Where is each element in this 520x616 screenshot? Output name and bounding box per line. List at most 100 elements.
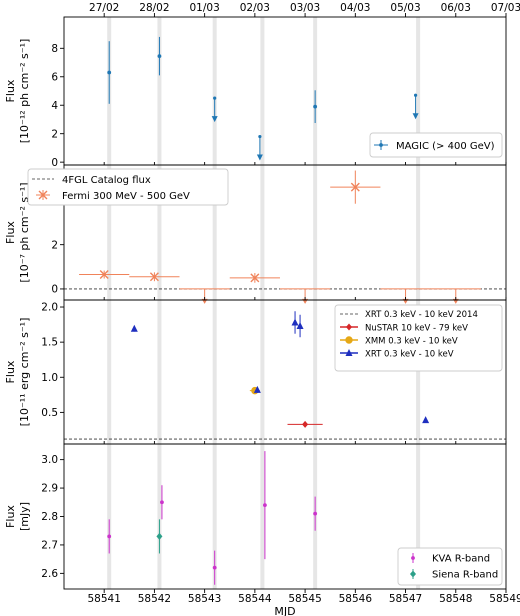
data-point-magic-0-0 xyxy=(107,70,112,75)
observation-band-2-0 xyxy=(107,300,112,444)
series-magic-0 xyxy=(107,36,419,161)
y-tick-label-fermi-1: 2 xyxy=(51,239,58,251)
data-point-magic-0-3-head xyxy=(256,154,263,161)
data-point-optical-0-4 xyxy=(313,511,318,516)
observation-band-3-3 xyxy=(260,444,265,589)
y-tick-label-optical-4: 3.0 xyxy=(41,454,58,466)
legend-label-optical-1: Siena R-band xyxy=(432,570,498,581)
data-point-magic-0-3-cap xyxy=(258,134,262,139)
data-point-optical-0-2 xyxy=(212,565,217,570)
y-tick-label-optical-0: 2.6 xyxy=(41,568,58,580)
y-tick-label-magic-2: 4 xyxy=(51,100,58,112)
top-tick-label-8: 07/03 xyxy=(491,2,520,14)
legend-symbol-xray-0 xyxy=(340,323,358,331)
legend-fermi xyxy=(27,168,229,206)
legend-label-xrt-2014: XRT 0.3 keV - 10 keV 2014 xyxy=(365,310,478,320)
y-tick-label-magic-0: 0 xyxy=(51,157,58,169)
legend-label-magic: MAGIC (> 400 GeV) xyxy=(396,141,495,152)
data-point-fermi-0-3 xyxy=(250,273,260,283)
observation-band-1-2 xyxy=(212,165,217,300)
data-point-fermi-0-5 xyxy=(350,182,360,192)
legend-symbol-magic-mark xyxy=(379,143,383,147)
top-tick-label-0: 27/02 xyxy=(89,2,119,14)
y-tick-label-xray-1: 1.0 xyxy=(41,372,58,384)
data-point-fermi-0-0 xyxy=(99,270,109,280)
observation-band-2-4 xyxy=(313,300,318,444)
data-point-magic-0-4 xyxy=(313,104,318,109)
observation-band-2-1 xyxy=(157,300,162,444)
y-tick-label-xray-3: 2.0 xyxy=(41,302,58,314)
observation-band-2-2 xyxy=(212,300,217,444)
top-tick-label-7: 06/03 xyxy=(441,2,471,14)
top-tick-label-2: 01/03 xyxy=(190,2,220,14)
observation-band-3-5 xyxy=(416,444,421,589)
series-xray-0 xyxy=(287,420,323,428)
legend-label-fermi: Fermi 300 MeV - 500 GeV xyxy=(62,191,190,202)
data-point-fermi-0-1 xyxy=(149,272,159,282)
legend-symbol-fermi xyxy=(36,190,50,200)
data-point-optical-0-0 xyxy=(107,534,112,539)
observation-band-2-5 xyxy=(416,300,421,444)
panel-xray: 0.5 1.0 1.5 2.0 Flux [10⁻¹¹ erg cm⁻² s⁻¹] xyxy=(4,299,507,445)
series-optical-1 xyxy=(156,519,163,554)
y-axis-label-xray-0: Flux xyxy=(4,360,17,383)
observation-band-0-2 xyxy=(212,17,217,165)
x-tick-label-2: 58543 xyxy=(188,593,221,605)
observation-band-3-1 xyxy=(157,444,162,589)
x-tick-label-5: 58546 xyxy=(339,593,373,605)
series-xray-2 xyxy=(130,311,430,424)
legend-symbol-xray-1 xyxy=(340,336,358,344)
legend-mark-xray-2 xyxy=(345,349,353,356)
y-tick-label-fermi-0: 0 xyxy=(51,284,58,296)
x-tick-label-6: 58547 xyxy=(389,593,422,605)
legend-symbol-fermi-mark xyxy=(38,190,48,200)
data-point-xray-2-1 xyxy=(253,385,261,393)
top-tick-label-1: 28/02 xyxy=(139,2,169,14)
observation-band-1-0 xyxy=(107,165,112,300)
x-tick-label-0: 58541 xyxy=(87,593,120,605)
observation-band-1-3 xyxy=(260,165,265,300)
y-axis-label-magic-0: Flux xyxy=(4,79,17,102)
observation-band-0-5 xyxy=(416,17,421,165)
y-tick-label-magic-3: 6 xyxy=(51,71,58,83)
top-tick-label-6: 05/03 xyxy=(390,2,420,14)
panel-magic: 0 2 4 6 8 Flux [10⁻¹² ph cm⁻² s⁻¹] xyxy=(4,16,507,169)
series-optical-0 xyxy=(107,451,318,585)
observation-band-0-1 xyxy=(157,17,162,165)
y-tick-label-optical-3: 2.9 xyxy=(41,483,58,495)
legend-symbol-optical-1-mark xyxy=(410,570,416,578)
legend-magic xyxy=(369,132,503,158)
observation-band-3-0 xyxy=(107,444,112,589)
y-tick-label-xray-2: 1.5 xyxy=(41,337,58,349)
legend-label-4fgl: 4FGL Catalog flux xyxy=(62,175,151,186)
data-point-xray-2-0 xyxy=(130,324,138,332)
y-tick-label-xray-0: 0.5 xyxy=(41,407,58,419)
legend-symbol-xray-2 xyxy=(340,349,358,356)
y-tick-label-magic-4: 8 xyxy=(51,43,58,55)
data-point-optical-1-0 xyxy=(156,532,163,540)
x-tick-label-8: 58549 xyxy=(489,593,520,605)
observation-band-0-3 xyxy=(260,17,265,165)
observation-band-1-4 xyxy=(313,165,318,300)
observation-band-3-2 xyxy=(212,444,217,589)
legend-label-xray-1: XMM 0.3 keV - 10 keV xyxy=(365,336,458,346)
y-axis-label-fermi-1: [10⁻⁷ ph cm⁻² s⁻¹] xyxy=(18,182,31,282)
x-tick-label-1: 58542 xyxy=(138,593,171,605)
panel-optical: 2.6 2.7 2.8 2.9 3.0 Flux [mJy] xyxy=(4,443,507,590)
top-tick-label-3: 02/03 xyxy=(240,2,270,14)
data-point-xray-2-3 xyxy=(296,321,304,329)
legend-label-optical-0: KVA R-band xyxy=(432,554,490,565)
legend-label-xray-0: NuSTAR 10 keV - 79 keV xyxy=(365,323,468,333)
y-axis-label-optical-1: [mJy] xyxy=(18,502,31,531)
y-tick-label-magic-1: 2 xyxy=(51,128,58,140)
data-point-xray-2-4 xyxy=(422,416,430,424)
data-point-magic-0-1 xyxy=(157,54,162,59)
observation-band-2-3 xyxy=(260,300,265,444)
y-axis-label-optical-0: Flux xyxy=(4,505,17,528)
y-tick-label-optical-1: 2.7 xyxy=(41,540,58,552)
panel-fermi: 024Flux[10⁻⁷ ph cm⁻² s⁻¹] xyxy=(4,164,507,304)
legend-symbol-optical-0-mark xyxy=(411,556,415,560)
legend-mark-xray-0 xyxy=(346,323,352,331)
observation-band-1-5 xyxy=(416,165,421,300)
